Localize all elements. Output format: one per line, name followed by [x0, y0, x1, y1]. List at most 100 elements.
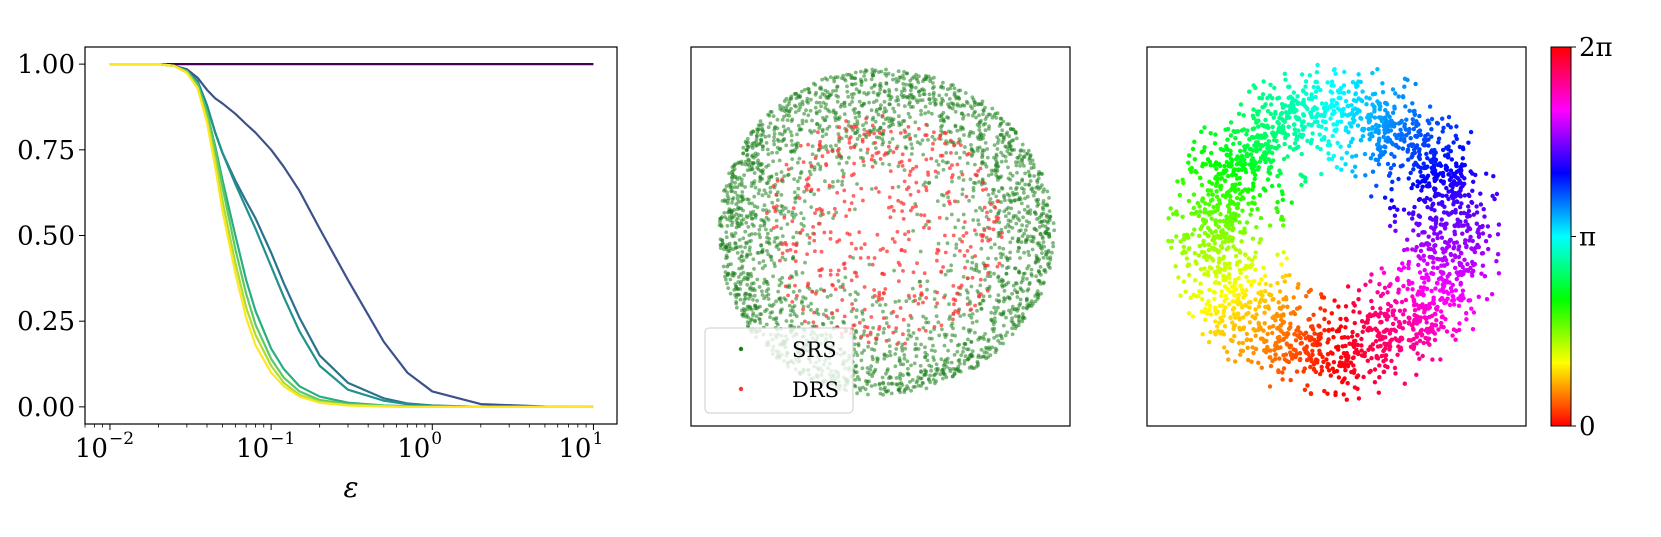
scatter-point — [812, 310, 816, 315]
scatter-point — [1457, 244, 1462, 249]
scatter-point — [820, 134, 825, 139]
scatter-point — [1426, 143, 1431, 148]
scatter-point — [1410, 121, 1416, 126]
scatter-point — [823, 88, 828, 93]
scatter-point — [1027, 280, 1032, 285]
scatter-point — [793, 200, 798, 205]
scatter-point — [777, 278, 782, 282]
scatter-point — [961, 326, 966, 331]
scatter-point — [1222, 298, 1227, 304]
scatter-point — [1226, 209, 1232, 215]
series-line-7 — [109, 63, 594, 408]
scatter-point — [1020, 278, 1025, 283]
scatter-point — [945, 191, 949, 196]
scatter-point — [907, 237, 911, 242]
scatter-point — [834, 88, 839, 93]
scatter-point — [806, 142, 810, 147]
scatter-point — [921, 152, 926, 157]
scatter-point — [844, 119, 848, 123]
scatter-point — [973, 254, 977, 258]
scatter-point — [1237, 220, 1242, 225]
scatter-point — [1014, 131, 1018, 136]
scatter-point — [881, 381, 886, 386]
scatter-point — [930, 147, 935, 152]
scatter-point — [1390, 87, 1396, 92]
scatter-point — [1471, 212, 1477, 217]
scatter-point — [1025, 277, 1029, 281]
scatter-point — [890, 185, 895, 190]
scatter-point — [1220, 193, 1226, 198]
scatter-point — [731, 271, 736, 276]
scatter-point — [1391, 162, 1397, 168]
scatter-point — [837, 125, 842, 130]
scatter-point — [1289, 102, 1294, 108]
scatter-point — [1276, 143, 1281, 149]
scatter-point — [997, 124, 1002, 128]
scatter-point — [753, 151, 758, 156]
scatter-point — [750, 143, 755, 148]
scatter-point — [1306, 334, 1311, 339]
scatter-point — [763, 135, 768, 139]
scatter-point — [960, 239, 964, 244]
scatter-point — [1377, 282, 1382, 287]
scatter-point — [875, 232, 880, 237]
scatter-point — [1254, 149, 1259, 154]
scatter-point — [1037, 225, 1042, 229]
scatter-point — [1239, 128, 1245, 133]
scatter-point — [993, 346, 998, 351]
scatter-point — [1323, 126, 1329, 132]
scatter-point — [869, 157, 874, 162]
scatter-point — [1370, 305, 1375, 311]
scatter-point — [748, 252, 753, 256]
scatter-point — [919, 384, 924, 388]
scatter-point — [941, 193, 946, 198]
scatter-point — [779, 193, 784, 197]
scatter-point — [904, 71, 909, 76]
scatter-point — [917, 279, 922, 284]
scatter-point — [1187, 246, 1192, 251]
scatter-point — [730, 170, 734, 174]
scatter-point — [820, 77, 824, 82]
scatter-point — [893, 352, 898, 356]
scatter-point — [803, 319, 807, 324]
scatter-point — [854, 274, 859, 279]
scatter-point — [1274, 206, 1279, 211]
scatter-point — [1206, 192, 1211, 197]
scatter-point — [970, 260, 975, 265]
scatter-point — [1166, 216, 1171, 221]
scatter-point — [774, 299, 778, 304]
scatter-point — [869, 187, 874, 191]
scatter-point — [1000, 283, 1004, 287]
scatter-point — [1410, 287, 1415, 292]
scatter-point — [729, 223, 734, 228]
scatter-point — [862, 242, 867, 247]
scatter-point — [930, 111, 934, 116]
scatter-point — [1214, 194, 1220, 199]
scatter-point — [787, 276, 792, 280]
scatter-point — [1382, 195, 1388, 200]
scatter-point — [940, 96, 944, 101]
scatter-point — [766, 194, 771, 199]
scatter-point — [1207, 254, 1213, 259]
scatter-point — [744, 240, 748, 245]
scatter-point — [836, 132, 841, 136]
scatter-point — [796, 160, 800, 165]
scatter-point — [842, 104, 847, 109]
scatter-point — [872, 131, 876, 136]
scatter-point — [884, 67, 888, 72]
scatter-point — [1241, 315, 1246, 320]
scatter-point — [1006, 165, 1010, 170]
scatter-point — [1426, 246, 1431, 252]
scatter-point — [766, 297, 771, 301]
scatter-point — [724, 230, 729, 235]
scatter-point — [923, 354, 927, 359]
scatter-point — [862, 74, 866, 78]
scatter-point — [862, 348, 866, 353]
scatter-point — [820, 154, 825, 159]
scatter-point — [749, 281, 754, 286]
scatter-point — [996, 138, 1001, 142]
scatter-point — [756, 305, 760, 310]
scatter-point — [897, 374, 902, 379]
scatter-point — [900, 152, 905, 157]
scatter-point — [1175, 179, 1180, 184]
